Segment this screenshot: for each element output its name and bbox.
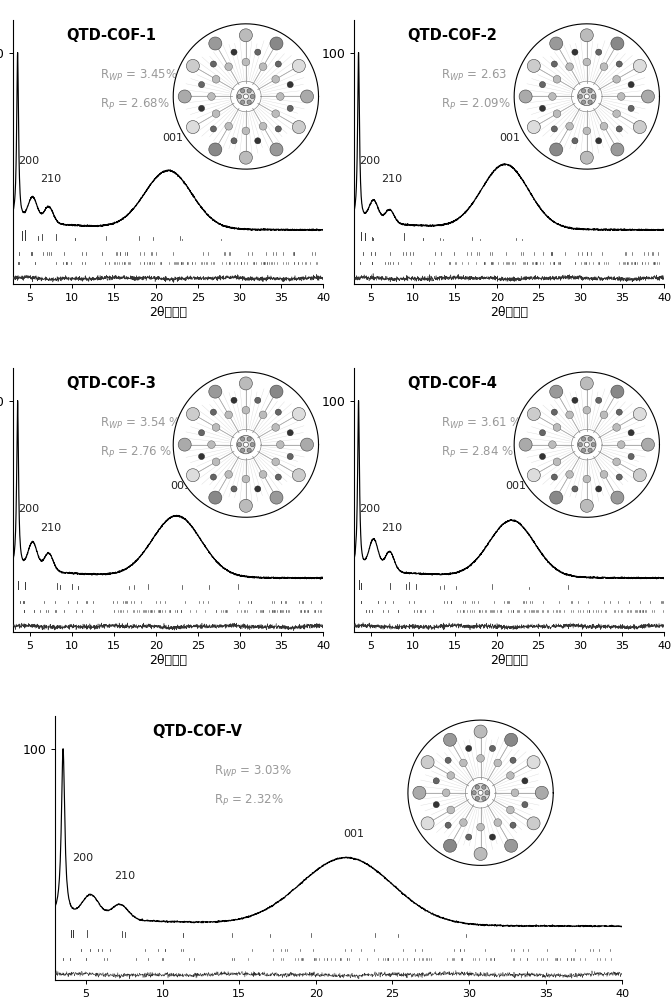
Text: R$_{P}$ = 2.09%: R$_{P}$ = 2.09% bbox=[441, 96, 511, 112]
Text: R$_{P}$ = 2.76 %: R$_{P}$ = 2.76 % bbox=[100, 445, 172, 460]
Text: QTD-COF-4: QTD-COF-4 bbox=[407, 376, 497, 391]
Text: 001: 001 bbox=[344, 829, 364, 839]
X-axis label: 2θ（度）: 2θ（度） bbox=[491, 306, 528, 319]
X-axis label: 2θ（度）: 2θ（度） bbox=[150, 306, 187, 319]
X-axis label: 2θ（度）: 2θ（度） bbox=[150, 654, 187, 667]
Text: 200: 200 bbox=[72, 853, 93, 863]
Text: 210: 210 bbox=[40, 174, 62, 184]
Text: QTD-COF-3: QTD-COF-3 bbox=[66, 376, 156, 391]
X-axis label: 2θ（度）: 2θ（度） bbox=[491, 654, 528, 667]
Text: 200: 200 bbox=[359, 504, 380, 514]
Text: 001: 001 bbox=[499, 133, 520, 143]
Text: 210: 210 bbox=[382, 174, 403, 184]
Text: 001: 001 bbox=[170, 481, 191, 491]
Text: 210: 210 bbox=[382, 523, 403, 533]
Text: R$_{P}$ = 2.68%: R$_{P}$ = 2.68% bbox=[100, 96, 170, 112]
Text: R$_{WP}$ = 3.54 %: R$_{WP}$ = 3.54 % bbox=[100, 416, 182, 431]
Text: QTD-COF-2: QTD-COF-2 bbox=[407, 28, 497, 43]
Text: R$_{WP}$ = 2.63: R$_{WP}$ = 2.63 bbox=[441, 67, 507, 83]
Text: 001: 001 bbox=[505, 481, 527, 491]
Text: QTD-COF-1: QTD-COF-1 bbox=[66, 28, 156, 43]
Text: 210: 210 bbox=[114, 871, 135, 881]
Text: 210: 210 bbox=[40, 523, 62, 533]
Text: R$_{P}$ = 2.32%: R$_{P}$ = 2.32% bbox=[214, 793, 284, 808]
Text: 200: 200 bbox=[18, 156, 39, 166]
Text: 200: 200 bbox=[18, 504, 39, 514]
Text: R$_{WP}$ = 3.61 %: R$_{WP}$ = 3.61 % bbox=[441, 416, 523, 431]
Text: R$_{WP}$ = 3.03%: R$_{WP}$ = 3.03% bbox=[214, 764, 292, 779]
Text: QTD-COF-V: QTD-COF-V bbox=[152, 724, 242, 739]
Text: R$_{WP}$ = 3.45%: R$_{WP}$ = 3.45% bbox=[100, 67, 178, 83]
Text: R$_{P}$ = 2.84 %: R$_{P}$ = 2.84 % bbox=[441, 445, 514, 460]
Text: 200: 200 bbox=[359, 156, 380, 166]
Text: 001: 001 bbox=[162, 133, 183, 143]
